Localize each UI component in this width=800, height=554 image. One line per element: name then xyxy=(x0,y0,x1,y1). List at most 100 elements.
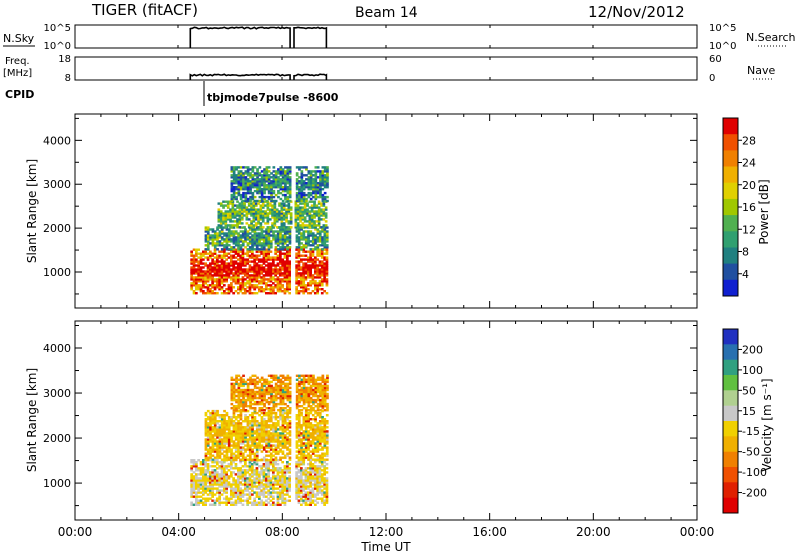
echo-cell xyxy=(302,232,306,235)
echo-cell xyxy=(302,485,305,488)
echo-cell xyxy=(232,286,235,289)
echo-cell xyxy=(211,489,214,492)
nsky-tick-top: 10^5 xyxy=(44,23,71,34)
echo-cell xyxy=(313,210,316,213)
echo-cell xyxy=(265,475,268,478)
echo-cell xyxy=(300,174,304,177)
echo-cell xyxy=(230,260,233,263)
echo-cell xyxy=(246,254,249,257)
echo-cell xyxy=(239,178,243,181)
echo-cell xyxy=(258,477,261,480)
echo-cell xyxy=(278,210,281,213)
echo-cell xyxy=(325,454,329,457)
echo-cell xyxy=(276,471,280,474)
echo-cell xyxy=(281,170,285,173)
echo-cell xyxy=(237,434,240,437)
echo-cell xyxy=(251,170,255,173)
echo-cell xyxy=(318,479,322,482)
echo-cell xyxy=(252,226,256,229)
echo-cell xyxy=(307,481,310,484)
echo-cell xyxy=(213,272,217,275)
echo-cell xyxy=(204,446,208,449)
echo-cell xyxy=(311,477,315,480)
echo-cell xyxy=(256,188,259,191)
echo-cell xyxy=(283,411,287,415)
echo-cell xyxy=(258,290,261,293)
echo-cell xyxy=(223,432,226,435)
echo-cell xyxy=(206,270,210,273)
echo-cell xyxy=(216,459,219,462)
echo-cell xyxy=(323,424,327,427)
echo-cell xyxy=(311,424,315,427)
echo-cell xyxy=(262,260,266,263)
echo-cell xyxy=(217,224,221,227)
echo-cell xyxy=(271,214,274,217)
echo-cell xyxy=(253,463,256,466)
echo-cell xyxy=(300,414,303,417)
echo-cell xyxy=(316,282,319,285)
echo-cell xyxy=(267,420,271,423)
echo-cell xyxy=(267,411,271,415)
echo-cell xyxy=(265,477,268,480)
echo-cell xyxy=(199,481,203,484)
echo-cell xyxy=(323,166,327,169)
echo-cell xyxy=(287,208,291,211)
echo-cell xyxy=(241,448,245,451)
echo-cell xyxy=(258,264,261,267)
echo-cell xyxy=(260,398,264,402)
echo-cell xyxy=(220,276,224,279)
echo-cell xyxy=(277,384,280,388)
echo-cell xyxy=(325,440,329,443)
echo-cell xyxy=(324,214,328,217)
echo-cell xyxy=(320,469,324,472)
echo-cell xyxy=(244,193,248,197)
echo-cell xyxy=(283,246,287,249)
echo-cell xyxy=(206,290,210,293)
echo-cell xyxy=(309,386,313,390)
echo-cell xyxy=(234,487,238,490)
echo-cell xyxy=(274,426,278,429)
echo-cell xyxy=(307,420,310,423)
echo-cell xyxy=(268,226,272,229)
echo-cell xyxy=(303,212,307,215)
echo-cell xyxy=(218,442,222,445)
echo-cell xyxy=(227,463,231,466)
echo-cell xyxy=(220,228,224,231)
echo-cell xyxy=(239,244,243,247)
echo-cell xyxy=(225,459,228,462)
echo-cell xyxy=(288,483,291,486)
echo-cell xyxy=(253,195,257,199)
echo-cell xyxy=(295,268,298,271)
echo-cell xyxy=(216,428,219,431)
echo-cell xyxy=(303,206,307,209)
operation-trace xyxy=(293,26,328,48)
echo-cell xyxy=(230,282,233,285)
echo-cell xyxy=(230,284,233,287)
echo-cell xyxy=(297,459,301,462)
echo-cell xyxy=(325,268,329,271)
echo-cell xyxy=(300,398,304,402)
echo-cell xyxy=(218,503,221,506)
echo-cell xyxy=(242,409,245,412)
echo-cell xyxy=(253,432,257,435)
echo-cell xyxy=(288,485,291,488)
echo-cell xyxy=(253,278,256,281)
echo-cell xyxy=(307,282,310,285)
echo-cell xyxy=(251,174,255,177)
echo-cell xyxy=(265,186,269,189)
echo-cell xyxy=(278,216,281,219)
echo-cell xyxy=(281,501,284,504)
echo-cell xyxy=(321,426,324,429)
echo-cell xyxy=(279,166,283,169)
echo-cell xyxy=(204,434,208,437)
echo-cell xyxy=(256,170,259,173)
echo-cell xyxy=(204,414,208,417)
echo-cell xyxy=(240,206,244,209)
echo-cell xyxy=(326,199,329,203)
echo-cell xyxy=(192,258,196,261)
echo-cell xyxy=(265,268,268,271)
echo-cell xyxy=(312,384,315,388)
echo-cell xyxy=(279,483,282,486)
echo-cell xyxy=(262,495,266,498)
echo-cell xyxy=(251,228,254,231)
